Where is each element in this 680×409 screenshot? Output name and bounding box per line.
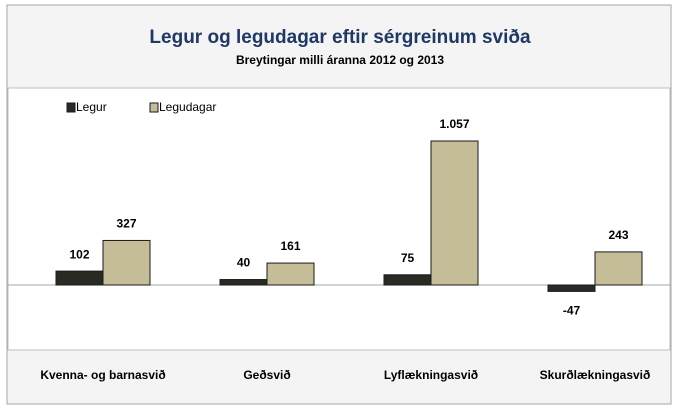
legend-swatch (66, 102, 76, 113)
bar (219, 279, 268, 286)
data-label: -47 (563, 304, 581, 318)
x-tick-label: Kvenna- og barnasvið (40, 368, 165, 382)
data-label: 327 (116, 217, 136, 231)
bar (594, 251, 643, 286)
x-tick-label: Geðsvið (243, 368, 290, 382)
bar (102, 239, 151, 286)
bar (383, 274, 432, 286)
legend-swatch (149, 102, 159, 113)
data-label: 161 (280, 239, 300, 253)
data-label: 1.057 (439, 117, 469, 131)
bar (430, 140, 479, 286)
bar (266, 262, 315, 286)
chart-subtitle: Breytingar milli áranna 2012 og 2013 (236, 53, 444, 67)
plot-area (7, 87, 671, 351)
legend-label: Legur (76, 100, 107, 114)
data-label: 40 (237, 256, 251, 270)
data-label: 243 (608, 228, 628, 242)
chart-title: Legur og legudagar eftir sérgreinum svið… (149, 27, 531, 48)
data-label: 75 (401, 251, 415, 265)
x-tick-label: Skurðlækningasvið (540, 368, 651, 382)
bar (55, 270, 104, 286)
legend-label: Legudagar (159, 100, 216, 114)
x-tick-label: Lyflækningasvið (384, 368, 478, 382)
bar (547, 284, 596, 292)
data-label: 102 (69, 247, 89, 261)
